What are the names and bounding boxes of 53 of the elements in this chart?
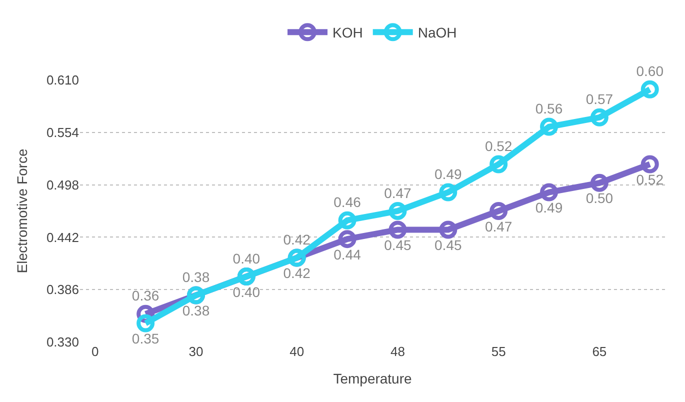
legend-label: NaOH bbox=[418, 24, 457, 41]
point bbox=[490, 202, 508, 220]
data-label: 0.52 bbox=[484, 138, 512, 154]
point bbox=[439, 220, 458, 239]
point bbox=[640, 80, 659, 98]
data-label: 0.49 bbox=[535, 200, 563, 216]
y-tick-label: 0.330 bbox=[46, 334, 79, 350]
data-label: 0.36 bbox=[132, 288, 160, 304]
data-label: 0.50 bbox=[586, 190, 614, 206]
y-tick-label: 0.610 bbox=[46, 72, 79, 88]
x-tick-label: 55 bbox=[491, 344, 506, 359]
data-label: 0.42 bbox=[283, 232, 311, 248]
point bbox=[338, 230, 356, 248]
data-label: 0.38 bbox=[182, 268, 210, 285]
data-label: 0.44 bbox=[334, 246, 362, 262]
data-label: 0.35 bbox=[132, 330, 160, 347]
y-tick-label: 0.498 bbox=[46, 177, 79, 192]
data-label: 0.45 bbox=[384, 236, 412, 253]
data-label: 0.57 bbox=[586, 91, 614, 108]
point bbox=[640, 155, 659, 174]
x-axis-title: Temperature bbox=[333, 370, 412, 386]
data-label: 0.45 bbox=[434, 236, 462, 253]
data-label: 0.52 bbox=[636, 171, 664, 188]
point bbox=[540, 183, 558, 202]
point bbox=[388, 202, 407, 220]
data-label: 0.56 bbox=[535, 100, 563, 117]
data-label: 0.38 bbox=[182, 302, 210, 318]
data-label: 0.46 bbox=[334, 194, 362, 210]
point bbox=[490, 155, 508, 174]
data-label: 0.40 bbox=[232, 284, 260, 300]
point bbox=[590, 174, 608, 192]
point bbox=[439, 183, 458, 202]
y-tick-label: 0.386 bbox=[46, 282, 79, 298]
point bbox=[590, 108, 608, 126]
x-tick-label: 30 bbox=[188, 344, 204, 359]
data-label: 0.47 bbox=[384, 184, 412, 201]
x-tick-label: 0 bbox=[92, 344, 99, 359]
data-label: 0.40 bbox=[232, 250, 260, 266]
x-tick-label: 40 bbox=[290, 344, 304, 359]
y-axis-title: Electromotive Force bbox=[14, 148, 30, 274]
point bbox=[338, 211, 356, 230]
y-tick-label: 0.554 bbox=[46, 124, 79, 140]
point bbox=[388, 220, 407, 239]
data-label: 0.60 bbox=[636, 63, 664, 80]
data-label: 0.42 bbox=[283, 265, 311, 282]
data-label: 0.47 bbox=[484, 218, 512, 234]
legend-label: KOH bbox=[332, 24, 363, 41]
x-tick-label: 48 bbox=[390, 344, 405, 359]
data-label: 0.49 bbox=[434, 166, 462, 182]
y-tick-label: 0.442 bbox=[46, 230, 79, 245]
point bbox=[540, 118, 558, 136]
point bbox=[136, 314, 155, 332]
x-tick-label: 65 bbox=[592, 344, 607, 359]
